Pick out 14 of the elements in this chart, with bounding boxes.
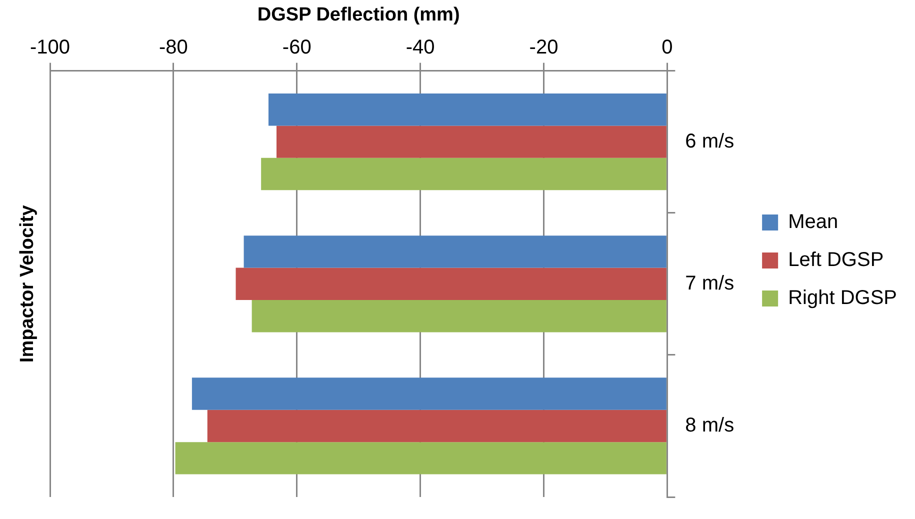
- legend-label: Left DGSP: [788, 249, 884, 272]
- x-tick-label: -100: [30, 36, 70, 58]
- x-axis-title: DGSP Deflection (mm): [257, 4, 460, 26]
- x-tick-label: -20: [529, 36, 558, 58]
- y-tick-label: 6 m/s: [685, 130, 734, 152]
- x-tick-label: -60: [282, 36, 312, 58]
- x-tick-label: 0: [662, 36, 673, 58]
- y-tick-label: 7 m/s: [685, 272, 734, 294]
- x-tick-label: -80: [158, 36, 188, 58]
- x-tick-label: -40: [406, 36, 435, 58]
- legend-label: Right DGSP: [788, 287, 898, 310]
- y-axis-title: Impactor Velocity: [17, 204, 38, 363]
- y-tick-label: 8 m/s: [685, 414, 734, 436]
- legend-label: Mean: [788, 211, 838, 234]
